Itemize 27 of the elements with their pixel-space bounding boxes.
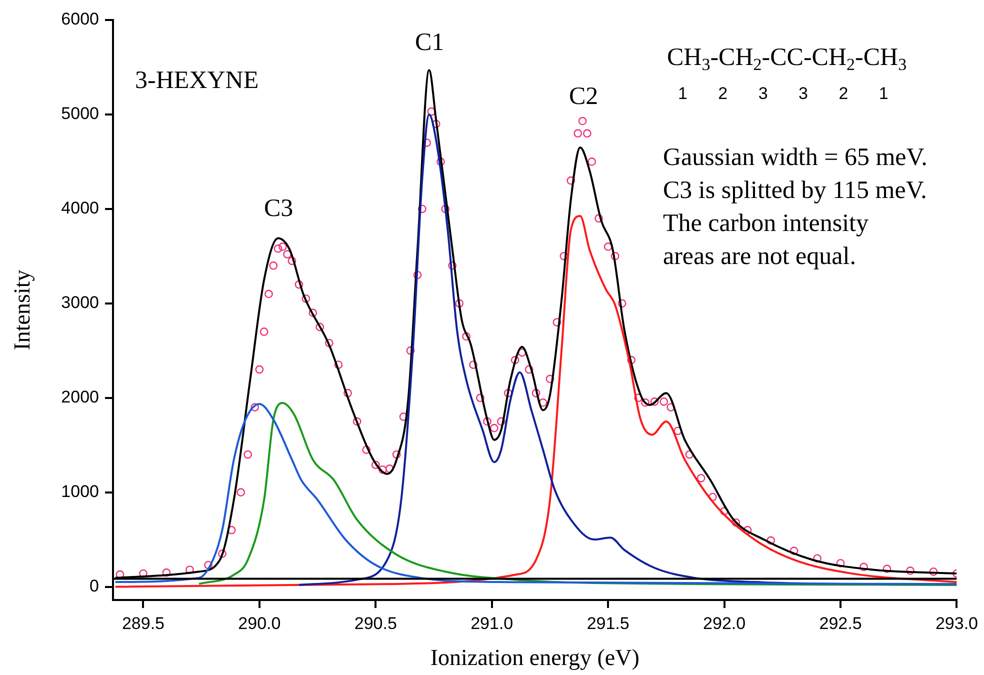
annotation: The carbon intensity <box>663 210 868 237</box>
y-tick-label: 1000 <box>61 482 99 501</box>
y-tick-label: 6000 <box>61 10 99 29</box>
annotation: CH$_{3}$-CH$_{2}$-CC-CH$_{2}$-CH$_{3}$ <box>667 44 907 74</box>
annotation: Gaussian width = 65 meV. <box>663 144 928 171</box>
annotation: C1 <box>415 29 444 56</box>
y-tick-label: 3000 <box>61 293 99 312</box>
annotation: C3 is splitted by 115 meV. <box>663 177 927 204</box>
annotation: C2 <box>569 83 598 110</box>
x-axis-title: Ionization energy (eV) <box>430 645 640 671</box>
x-tick-label: 289.5 <box>122 614 164 633</box>
x-tick-label: 292.5 <box>819 614 862 633</box>
annotation: 3-HEXYNE <box>135 67 259 94</box>
x-tick-label: 291.5 <box>586 614 630 633</box>
y-tick-label: 5000 <box>61 104 99 124</box>
x-tick-label: 291.0 <box>470 614 514 633</box>
y-axis-title: Intensity <box>8 270 35 350</box>
y-tick-label: 0 <box>90 576 99 596</box>
x-tick-label: 290.5 <box>354 614 397 633</box>
y-tick-label: 2000 <box>61 388 99 407</box>
x-tick-label: 290.0 <box>238 614 281 633</box>
x-tick-label: 293.0 <box>935 614 978 633</box>
annotation: 1 2 3 3 2 1 <box>678 84 888 103</box>
x-tick-label: 292.0 <box>703 614 746 633</box>
annotation: areas are not equal. <box>663 243 856 270</box>
y-tick-label: 4000 <box>61 198 99 218</box>
annotation: C3 <box>264 195 294 222</box>
